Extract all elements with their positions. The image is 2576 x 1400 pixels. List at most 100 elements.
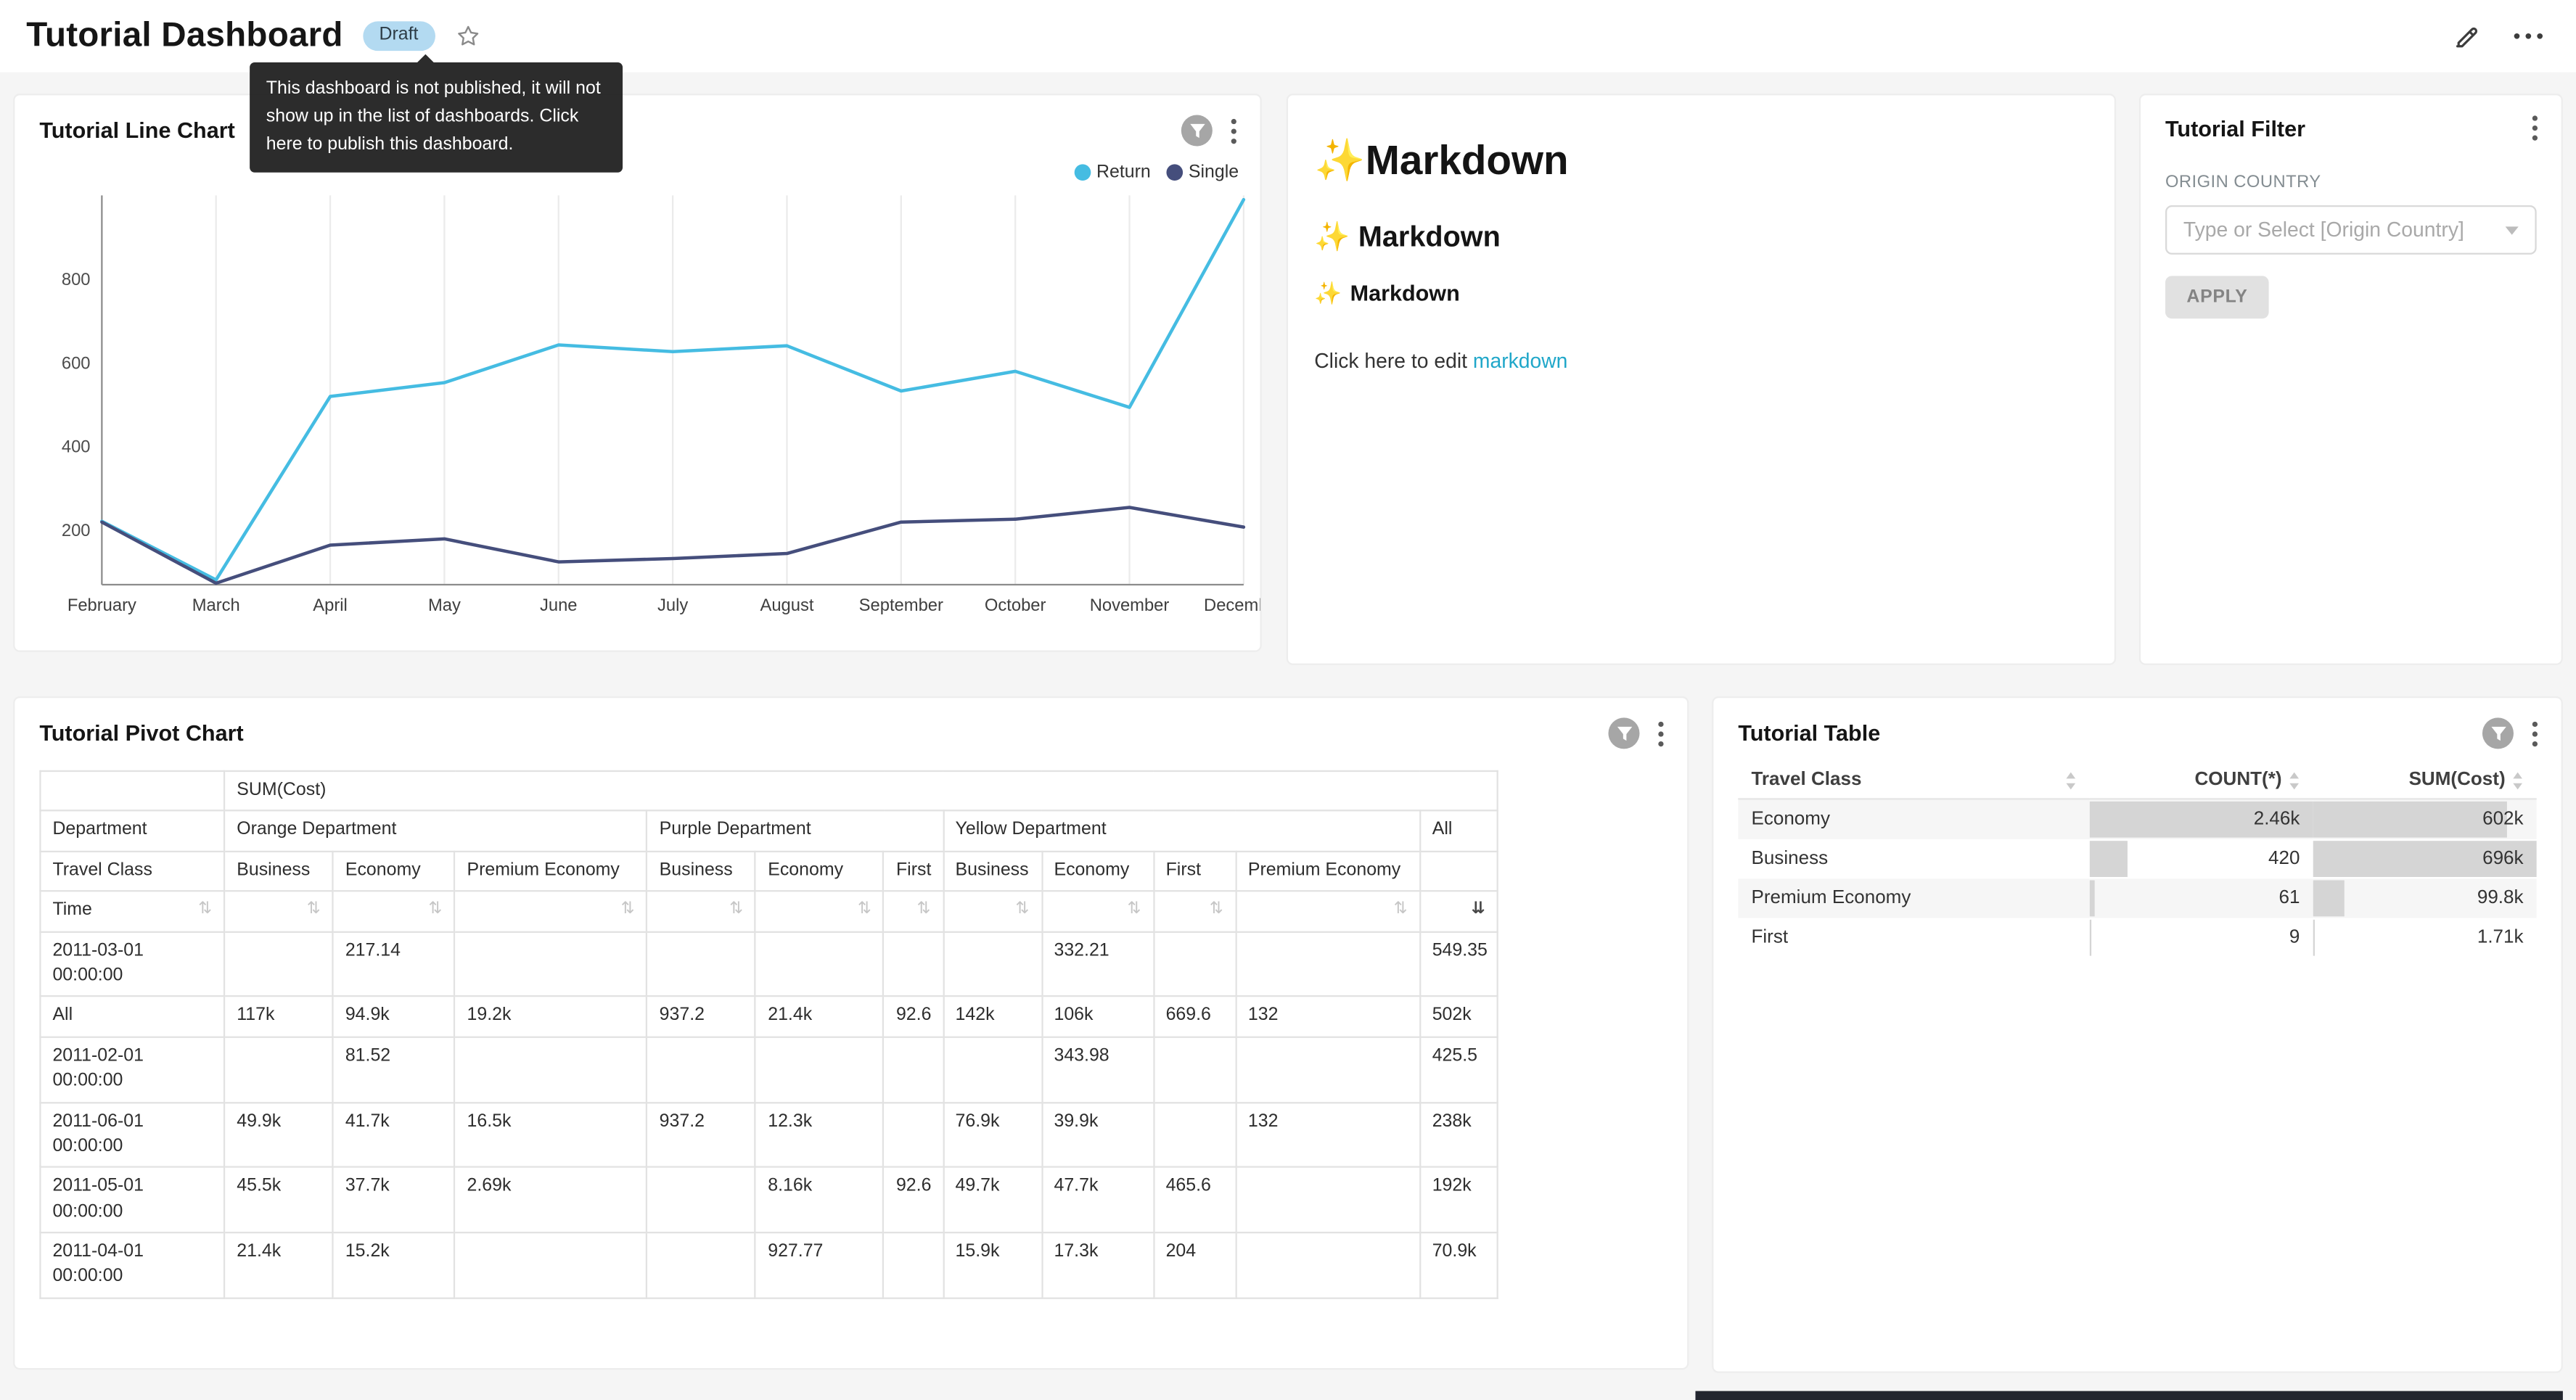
markdown-h2: ✨ Markdown — [1314, 220, 2088, 255]
pivot-time-dim-label[interactable]: Time ⇅ — [39, 890, 226, 932]
pivot-sort-button[interactable]: ⇅ — [646, 890, 757, 932]
markdown-edit-link[interactable]: markdown — [1472, 350, 1568, 373]
sort-icon[interactable] — [2289, 771, 2300, 789]
pivot-value-cell: 343.98 — [1041, 1036, 1154, 1103]
line-chart-menu-button[interactable] — [1231, 118, 1237, 144]
legend-dot-icon — [1075, 164, 1092, 181]
x-axis-label: June — [540, 596, 578, 615]
pivot-class-header: Business — [223, 850, 334, 892]
more-actions-button[interactable] — [2514, 33, 2543, 39]
filter-indicator-icon[interactable] — [2482, 717, 2514, 749]
sort-icon[interactable] — [2512, 771, 2524, 789]
cell-bar — [2313, 880, 2345, 917]
cell-value: 99.8k — [2477, 888, 2524, 909]
x-axis-label: March — [192, 596, 240, 615]
data-table-container: Travel Class COUNT(*) SUM(Cost) Economy 2.4… — [1738, 762, 2537, 958]
pivot-travel-class-dim-label: Travel Class — [39, 850, 226, 892]
edit-dashboard-button[interactable] — [2453, 22, 2480, 50]
pivot-value-cell — [942, 930, 1043, 998]
pivot-sort-button[interactable]: ⇅ — [223, 890, 334, 932]
markdown-paragraph: Click here to edit markdown — [1314, 350, 2088, 373]
sort-icon[interactable]: ⇅ — [1015, 900, 1030, 918]
pivot-sort-button[interactable]: ⇊ — [1419, 890, 1498, 932]
table-value-cell: 2.46k — [2089, 799, 2313, 839]
pivot-value-cell: 41.7k — [332, 1101, 456, 1169]
column-label: Travel Class — [1751, 770, 1862, 790]
x-axis-label: August — [760, 596, 813, 615]
data-table: Travel Class COUNT(*) SUM(Cost) Economy 2.4… — [1738, 762, 2537, 958]
filter-indicator-icon[interactable] — [1608, 717, 1640, 749]
filter-card-menu-button[interactable] — [2532, 115, 2538, 141]
sort-icon[interactable]: ⇅ — [916, 900, 931, 918]
sort-icon[interactable] — [2064, 771, 2076, 789]
sort-icon[interactable]: ⇅ — [1393, 900, 1408, 918]
legend-dot-icon — [1167, 164, 1184, 181]
x-axis-label: November — [1090, 596, 1170, 615]
pivot-data-row: 2011-06-01 00:00:00 49.9k 41.7k 16.5k 937.2 1… — [39, 1101, 1498, 1169]
table-column-header-1[interactable]: COUNT(*) — [2089, 762, 2313, 800]
pivot-sort-button[interactable]: ⇅ — [882, 890, 944, 932]
favorite-star-icon[interactable] — [454, 23, 480, 49]
pivot-value-cell — [755, 930, 885, 998]
apply-filter-button[interactable]: APPLY — [2165, 276, 2270, 319]
pivot-sort-button[interactable]: ⇅ — [1152, 890, 1237, 932]
table-class-cell: Premium Economy — [1751, 888, 1911, 909]
legend-item-single[interactable]: Single — [1167, 162, 1239, 182]
pivot-class-header — [1419, 850, 1498, 892]
pivot-value-cell — [646, 1166, 757, 1234]
pivot-sort-button[interactable]: ⇅ — [332, 890, 456, 932]
header-actions — [2453, 22, 2550, 50]
pivot-group-header: Yellow Department — [942, 810, 1421, 852]
table-column-header-0[interactable]: Travel Class — [1738, 762, 2090, 800]
filter-indicator-icon[interactable] — [1181, 115, 1213, 147]
sort-icon[interactable]: ⇅ — [198, 900, 213, 918]
pivot-value-cell — [646, 1232, 757, 1299]
pivot-value-cell — [882, 1101, 944, 1169]
sort-icon[interactable]: ⇅ — [729, 900, 744, 918]
table-chart-title: Tutorial Table — [1738, 720, 1881, 746]
pivot-value-cell: 937.2 — [646, 1101, 757, 1169]
sort-icon[interactable]: ⇅ — [858, 900, 871, 918]
pivot-data-row: 2011-03-01 00:00:00 217.14 332.21 549.35 — [39, 930, 1498, 998]
sort-icon[interactable]: ⇊ — [1471, 900, 1485, 918]
pivot-value-cell: 549.35 — [1419, 930, 1498, 998]
sort-icon[interactable]: ⇅ — [620, 900, 635, 918]
pivot-sort-button[interactable]: ⇅ — [1234, 890, 1421, 932]
pivot-sort-button[interactable]: ⇅ — [755, 890, 885, 932]
sort-icon[interactable]: ⇅ — [428, 900, 443, 918]
pivot-chart-menu-button[interactable] — [1657, 720, 1664, 746]
pivot-chart-card: Tutorial Pivot Chart SUM(Cost) Department… — [13, 696, 1689, 1370]
pivot-data-row: 2011-05-01 00:00:00 45.5k 37.7k 2.69k 8.16k 9… — [39, 1166, 1498, 1234]
pivot-value-cell — [942, 1036, 1043, 1103]
table-chart-menu-button[interactable] — [2532, 720, 2538, 746]
pivot-value-cell — [454, 1232, 648, 1299]
y-axis-tick-label: 600 — [62, 353, 91, 373]
markdown-h1: ✨Markdown — [1314, 138, 2088, 186]
column-label: COUNT(*) — [2194, 770, 2282, 790]
pivot-value-cell — [882, 1036, 944, 1103]
cell-value: 696k — [2482, 849, 2524, 869]
filter-card-header: Tutorial Filter — [2141, 95, 2561, 141]
pivot-corner-cell — [39, 770, 226, 812]
draft-badge[interactable]: Draft — [362, 21, 435, 52]
series-line-single — [100, 506, 1246, 585]
pivot-value-cell — [454, 1036, 648, 1103]
table-column-header-2[interactable]: SUM(Cost) — [2313, 762, 2537, 800]
pivot-value-cell: 937.2 — [646, 995, 757, 1038]
pivot-value-cell: 465.6 — [1152, 1166, 1237, 1234]
pivot-sort-button[interactable]: ⇅ — [454, 890, 648, 932]
page-title: Tutorial Dashboard — [26, 16, 343, 54]
pivot-value-cell — [454, 930, 648, 998]
sort-icon[interactable]: ⇅ — [1127, 900, 1141, 918]
pivot-value-cell — [1152, 1036, 1237, 1103]
cell-value: 602k — [2482, 810, 2524, 830]
legend-item-return[interactable]: Return — [1075, 162, 1151, 182]
pivot-sort-button[interactable]: ⇅ — [942, 890, 1043, 932]
sort-icon[interactable]: ⇅ — [1209, 900, 1223, 918]
pivot-value-cell: 45.5k — [223, 1166, 334, 1234]
origin-country-select[interactable]: Type or Select [Origin Country] — [2165, 205, 2537, 255]
pivot-value-cell — [1234, 1166, 1421, 1234]
pivot-class-header: First — [882, 850, 944, 892]
pivot-sort-button[interactable]: ⇅ — [1041, 890, 1154, 932]
sort-icon[interactable]: ⇅ — [306, 900, 321, 918]
